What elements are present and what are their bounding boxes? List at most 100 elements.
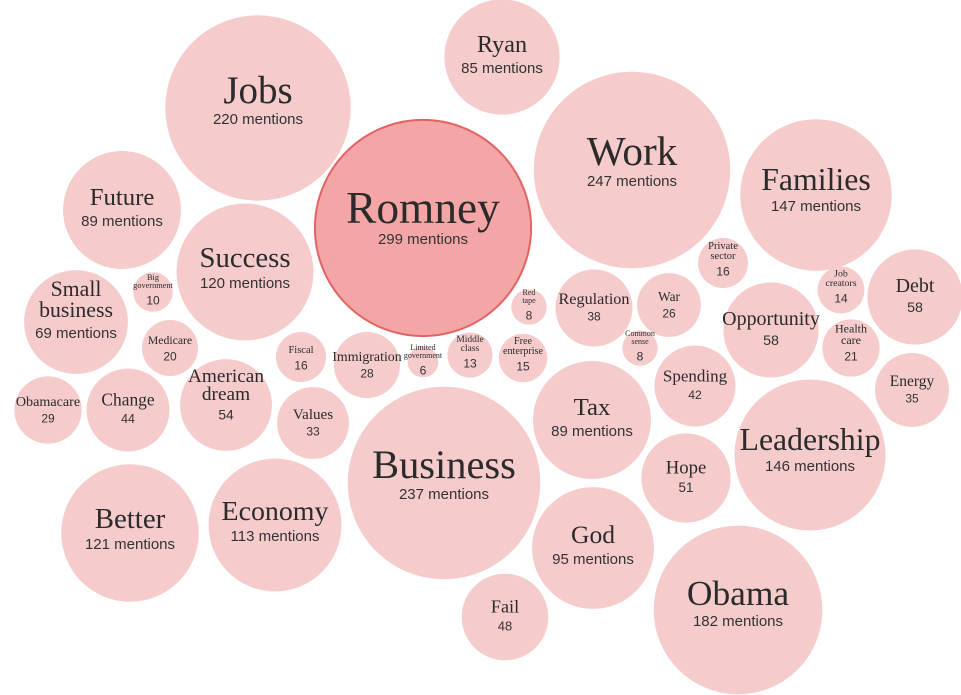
bubble xyxy=(276,332,326,382)
bubble-count: 10 xyxy=(146,294,160,308)
bubble xyxy=(734,379,886,531)
bubble xyxy=(641,433,731,523)
bubble-label: Spending xyxy=(663,367,728,386)
bubble xyxy=(142,320,198,376)
bubble-count: 14 xyxy=(834,292,848,306)
bubble-label: Common sense xyxy=(625,329,655,346)
bubble-label: Opportunity xyxy=(722,308,820,330)
bubble-count: 44 xyxy=(121,412,135,426)
bubble-count: 247 mentions xyxy=(587,173,677,190)
bubble-count: 51 xyxy=(679,480,694,495)
bubble-count: 220 mentions xyxy=(213,111,303,128)
bubble-label: Values xyxy=(293,407,333,423)
bubble-label: Debt xyxy=(896,275,935,297)
bubble-label: Hope xyxy=(666,457,707,478)
bubble-count: 182 mentions xyxy=(693,613,783,630)
bubble-count: 13 xyxy=(463,357,477,371)
bubble xyxy=(867,249,961,345)
bubble-label: Work xyxy=(587,128,678,174)
bubble-count: 147 mentions xyxy=(771,198,861,215)
bubble xyxy=(133,272,173,312)
bubble-label: Fiscal xyxy=(288,345,313,356)
bubble-label: Tax xyxy=(574,394,611,421)
bubble-label: Medicare xyxy=(148,334,192,347)
bubble-label: Private sector xyxy=(708,241,738,262)
bubble-count: 8 xyxy=(526,309,533,323)
bubble-label: Success xyxy=(199,242,290,274)
bubble-label: Ryan xyxy=(477,31,527,58)
bubble-count: 38 xyxy=(587,310,601,324)
bubble-count: 28 xyxy=(360,367,374,381)
bubble-count: 95 mentions xyxy=(552,551,634,568)
bubble xyxy=(333,331,401,399)
bubble xyxy=(444,0,560,115)
bubble-count: 299 mentions xyxy=(378,231,468,248)
bubble xyxy=(61,464,199,602)
bubble-count: 42 xyxy=(688,388,702,402)
bubble-label: Obama xyxy=(687,573,790,613)
bubble xyxy=(63,151,181,269)
bubble-count: 8 xyxy=(637,350,644,364)
bubble-label: American dream xyxy=(188,366,264,405)
bubble-label: Regulation xyxy=(559,291,630,308)
bubble-label: Big government xyxy=(133,273,173,290)
bubble-count: 16 xyxy=(294,359,308,373)
bubble-count: 20 xyxy=(163,350,177,364)
bubble xyxy=(14,376,82,444)
bubble-label: Families xyxy=(761,162,871,197)
bubble-label: Immigration xyxy=(332,350,401,365)
bubble-count: 58 xyxy=(907,300,923,316)
bubble-count: 6 xyxy=(420,364,427,378)
bubble-count: 85 mentions xyxy=(461,60,543,77)
bubble-label: Future xyxy=(90,184,155,211)
bubble-label: Limited government xyxy=(404,343,443,360)
bubble-count: 54 xyxy=(218,407,234,422)
bubble-label: Energy xyxy=(890,373,935,390)
bubble-count: 89 mentions xyxy=(551,423,633,440)
bubble-label: War xyxy=(658,289,680,304)
bubble-count: 146 mentions xyxy=(765,458,855,475)
bubble-label: Better xyxy=(95,503,166,535)
bubble xyxy=(654,345,736,427)
bubble-count: 48 xyxy=(498,619,512,634)
bubble-count: 16 xyxy=(716,265,730,279)
bubble xyxy=(165,15,351,201)
bubble xyxy=(498,333,548,383)
bubble xyxy=(461,573,549,661)
bubble-label: Change xyxy=(101,390,154,410)
bubble xyxy=(653,525,823,695)
bubble xyxy=(817,266,865,314)
bubble-count: 21 xyxy=(844,350,858,364)
bubble xyxy=(313,118,533,338)
bubble-count: 237 mentions xyxy=(399,486,489,503)
bubble-label: Business xyxy=(372,442,516,487)
bubble-count: 89 mentions xyxy=(81,213,163,230)
bubble-count: 113 mentions xyxy=(231,528,320,545)
bubble-label: Free enterprise xyxy=(503,336,544,357)
bubble xyxy=(407,346,439,378)
bubble-count: 58 xyxy=(763,333,779,349)
bubble-count: 29 xyxy=(41,412,55,426)
bubble xyxy=(723,282,819,378)
bubble-label: Job creators xyxy=(825,268,856,288)
bubble-label: Health care xyxy=(835,321,867,346)
bubble-count: 69 mentions xyxy=(35,325,117,342)
bubble-label: Leadership xyxy=(740,422,881,457)
bubble xyxy=(698,238,748,288)
bubble xyxy=(176,203,314,341)
bubble xyxy=(622,330,658,366)
bubble xyxy=(875,353,949,427)
bubble-label: Jobs xyxy=(223,69,292,112)
bubble xyxy=(740,119,892,271)
bubble-count: 15 xyxy=(516,360,530,374)
bubble-label: Red tape xyxy=(522,288,536,305)
bubble xyxy=(533,71,731,269)
bubble xyxy=(511,289,547,325)
bubble xyxy=(208,458,342,592)
bubble-count: 121 mentions xyxy=(85,536,175,553)
bubble xyxy=(347,386,541,580)
bubble-label: God xyxy=(571,520,615,549)
bubble xyxy=(24,270,128,374)
bubble-label: Economy xyxy=(222,496,329,527)
